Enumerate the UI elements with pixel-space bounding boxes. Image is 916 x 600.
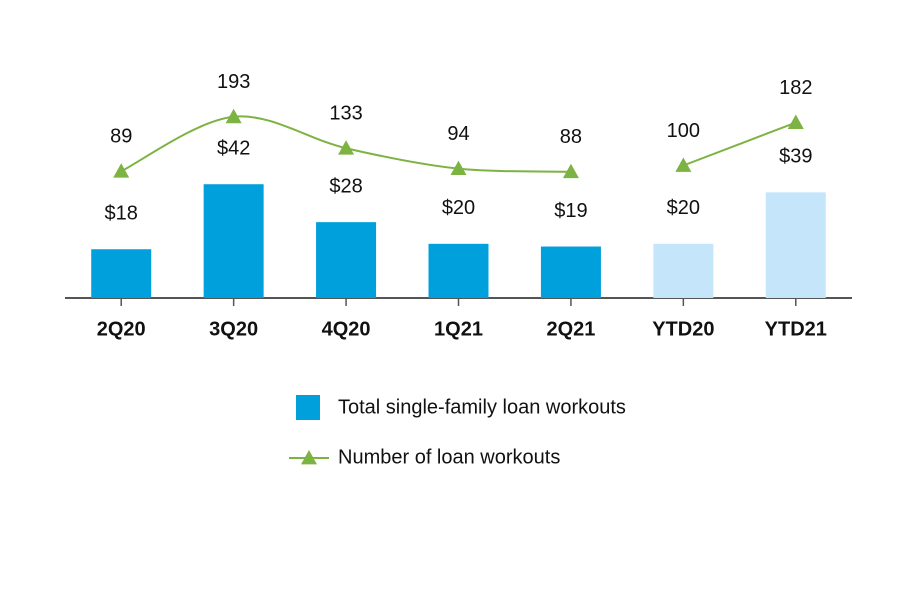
bar [540, 246, 601, 298]
line-marker [787, 114, 804, 129]
bar-value-label: $18 [105, 203, 138, 225]
bar [91, 249, 152, 298]
line-marker [338, 140, 355, 155]
bar-value-label: $19 [554, 200, 587, 222]
line-value-label: 94 [447, 123, 469, 145]
bar-value-label: $39 [779, 146, 812, 168]
line-value-label: 100 [667, 120, 700, 142]
line-marker [113, 163, 130, 178]
bar [428, 243, 489, 298]
line-value-label: 193 [217, 71, 250, 93]
bar-value-label: $42 [217, 137, 250, 159]
legend-marker [301, 450, 317, 465]
bar-value-label: $28 [329, 175, 362, 197]
bar-value-label: $20 [442, 197, 475, 219]
bar [203, 184, 264, 298]
line-marker [450, 160, 467, 176]
legend-label: Total single-family loan workouts [338, 396, 626, 418]
line-value-label: 89 [110, 126, 132, 148]
bar [653, 243, 714, 298]
legend-swatch [296, 395, 320, 420]
line-value-label: 88 [560, 126, 582, 148]
x-tick-label: 3Q20 [209, 318, 258, 340]
x-tick-label: 2Q20 [97, 318, 146, 340]
line-value-label: 182 [779, 77, 812, 99]
x-tick-label: YTD20 [652, 318, 714, 340]
legend-label: Number of loan workouts [338, 446, 560, 468]
bar-value-label: $20 [667, 197, 700, 219]
x-tick-label: 1Q21 [434, 318, 483, 340]
line [683, 121, 797, 167]
line-value-label: 133 [329, 102, 362, 124]
bar [316, 222, 377, 298]
line-marker [562, 163, 579, 179]
x-tick-label: YTD21 [765, 318, 827, 340]
x-tick-label: 2Q21 [546, 318, 595, 340]
line-marker [675, 157, 692, 172]
line-marker [225, 108, 242, 124]
bar [765, 192, 826, 298]
x-tick-label: 4Q20 [322, 318, 371, 340]
